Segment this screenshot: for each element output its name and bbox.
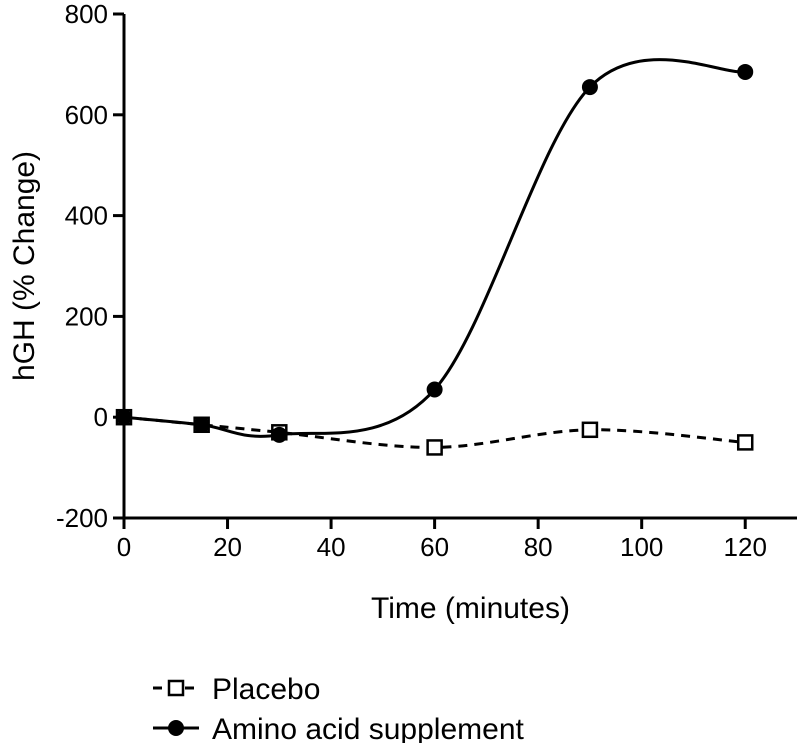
data-point-supplement — [116, 409, 132, 426]
legend-marker — [167, 679, 185, 697]
x-axis-title: Time (minutes) — [371, 592, 570, 625]
x-tick-label: 60 — [420, 532, 449, 562]
y-tick-label: 800 — [65, 0, 108, 29]
y-tick-label: -200 — [56, 503, 108, 533]
data-point-placebo — [736, 434, 754, 451]
legend-label: Amino acid supplement — [212, 713, 525, 743]
data-point-placebo — [426, 439, 443, 456]
x-tick-label: 80 — [524, 532, 553, 562]
x-tick-label: 0 — [117, 532, 131, 562]
x-tick-label: 40 — [317, 532, 346, 562]
legend-marker — [168, 720, 184, 736]
y-tick-label: 400 — [65, 201, 108, 231]
x-tick-label: 20 — [213, 532, 242, 562]
legend: Placebo Amino acid supplement — [153, 673, 525, 743]
x-tick-label: 120 — [724, 532, 767, 562]
series-layer — [115, 58, 754, 456]
data-point-supplement — [271, 426, 288, 443]
data-point-supplement — [581, 79, 598, 96]
x-tick-label: 100 — [620, 532, 663, 562]
data-point-supplement — [193, 416, 210, 433]
legend-entry: Amino acid supplement — [153, 713, 525, 743]
data-point-placebo — [581, 421, 599, 439]
y-tick-label: 0 — [94, 402, 108, 432]
axes: -200 0 200 400 600 800 0 20 40 60 80 100 120 — [56, 0, 797, 562]
data-point-supplement — [426, 381, 443, 398]
y-axis-title: hGH (% Change) — [8, 151, 41, 381]
data-point-supplement — [737, 63, 754, 80]
series-line-1 — [123, 58, 746, 438]
y-tick-label: 200 — [65, 301, 108, 331]
legend-entry: Placebo — [153, 673, 320, 706]
legend-label: Placebo — [212, 673, 320, 706]
y-tick-label: 600 — [65, 100, 108, 130]
